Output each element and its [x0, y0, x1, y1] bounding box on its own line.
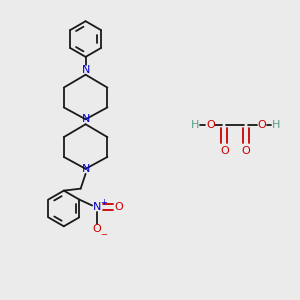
Text: H: H	[272, 120, 280, 130]
Text: N: N	[81, 164, 90, 174]
Text: O: O	[258, 120, 266, 130]
Text: O: O	[206, 120, 215, 130]
Text: N: N	[81, 114, 90, 124]
Text: O: O	[115, 202, 123, 212]
Text: −: −	[100, 230, 107, 239]
Text: H: H	[190, 120, 199, 130]
Text: +: +	[100, 198, 107, 207]
Text: O: O	[242, 146, 250, 156]
Text: N: N	[93, 202, 101, 212]
Text: O: O	[93, 224, 101, 234]
Text: N: N	[81, 65, 90, 75]
Text: O: O	[220, 146, 229, 156]
